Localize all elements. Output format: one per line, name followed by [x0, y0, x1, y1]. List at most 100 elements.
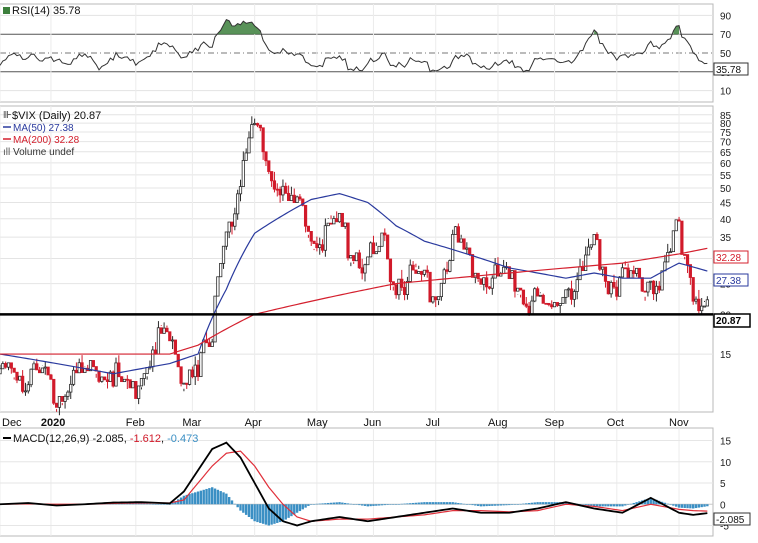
macd-histogram-bar	[604, 504, 607, 507]
macd-histogram-bar	[516, 504, 519, 505]
ma50-last-value: 27.38	[716, 276, 741, 287]
macd-histogram-bar	[318, 503, 321, 505]
candle-body	[564, 289, 568, 298]
candle-body	[253, 123, 257, 125]
candle-body	[9, 362, 13, 369]
candle-body	[38, 369, 42, 374]
macd-histogram-bar	[315, 503, 319, 505]
price-tick-label: 65	[720, 148, 732, 159]
candle-body	[6, 362, 11, 368]
rsi-layer	[0, 19, 708, 73]
macd-histogram-bar	[324, 503, 327, 505]
candle-body	[425, 269, 429, 273]
candle-body	[97, 370, 101, 382]
candle-body	[606, 280, 610, 295]
candle-body	[29, 368, 33, 386]
candle-body	[535, 288, 540, 297]
candle-body	[137, 385, 141, 399]
macd-histogram-bar	[196, 491, 200, 505]
price-title: $VIX (Daily) 20.87	[12, 110, 101, 122]
macd-legend: MACD(12,26,9) -2.085, -1.612, -0.473	[3, 433, 198, 445]
candle-body	[527, 305, 531, 315]
candle-body	[694, 298, 698, 302]
macd-histogram-bar	[310, 504, 313, 505]
macd-histogram-bar	[417, 502, 420, 505]
candle-body	[490, 277, 494, 289]
price-tick-label: 15	[720, 350, 732, 361]
macd-histogram-bar	[434, 502, 437, 505]
macd-histogram-bar	[595, 504, 599, 507]
candle-body	[561, 296, 565, 304]
candle-body	[329, 222, 333, 225]
candle-body	[470, 254, 475, 278]
candle-body	[227, 221, 231, 233]
macd-histogram-bar	[140, 503, 143, 505]
candle-body	[233, 213, 237, 227]
ma50-label: MA(50) 27.38	[13, 123, 74, 134]
macd-histogram-bar	[584, 504, 587, 506]
candle-body	[609, 282, 613, 295]
candle-body	[326, 222, 330, 227]
macd-line	[0, 441, 708, 527]
candle-body	[108, 371, 112, 382]
candle-body	[289, 194, 294, 202]
macd-histogram-bar	[454, 502, 457, 505]
price-tick-label: 40	[720, 215, 732, 226]
macd-hist-value: -0.473	[167, 433, 198, 445]
candle-body	[680, 220, 684, 255]
macd-histogram-bar	[145, 503, 149, 505]
macd-histogram-bar	[646, 498, 650, 505]
macd-tick-label: 15	[720, 437, 732, 448]
candle-body	[162, 327, 166, 334]
macd-histogram-bar	[652, 498, 655, 505]
candle-body	[383, 232, 387, 236]
candle-body	[660, 270, 664, 291]
macd-histogram-bar	[457, 502, 460, 505]
candle-body	[374, 251, 378, 255]
macd-histogram-bar	[194, 492, 197, 505]
macd-histogram-bar	[431, 502, 435, 505]
candle-body	[555, 302, 559, 306]
candle-body	[250, 124, 254, 139]
candle-body	[417, 271, 421, 274]
candle-body	[530, 300, 534, 315]
candle-body	[513, 270, 517, 292]
macd-histogram-bar	[471, 504, 474, 506]
candle-body	[168, 331, 172, 342]
macd-histogram-bar	[369, 504, 372, 507]
candle-body	[391, 281, 395, 286]
candle-body	[369, 242, 373, 258]
price-layer	[0, 116, 713, 416]
candle-body	[179, 366, 183, 384]
candle-body	[210, 341, 214, 347]
candle-body	[479, 278, 483, 285]
macd-histogram-bar	[666, 503, 669, 505]
macd-histogram-bar	[383, 504, 386, 506]
macd-histogram-bar	[598, 504, 602, 507]
macd-histogram-bar	[675, 504, 678, 507]
candle-body	[182, 382, 186, 385]
candle-body	[278, 188, 282, 196]
macd-histogram-bar	[270, 504, 273, 525]
candle-body	[685, 254, 690, 265]
ma200-value-box-bg	[713, 250, 749, 264]
candle-body	[63, 395, 67, 402]
candle-body	[668, 251, 673, 254]
macd-histogram-bar	[672, 504, 675, 506]
macd-histogram-bar	[601, 504, 604, 507]
candle-body	[386, 234, 390, 260]
candle-body	[312, 240, 316, 244]
candle-body	[69, 383, 73, 393]
macd-panel-frame	[0, 427, 714, 537]
macd-tick-label: 10	[720, 458, 732, 469]
candle-body	[632, 270, 636, 274]
macd-tick-label: -5	[720, 522, 729, 533]
candle-body	[538, 294, 543, 297]
candle-body	[612, 282, 616, 288]
candle-body	[258, 124, 262, 129]
macd-tick-label: 0	[720, 500, 726, 511]
macd-histogram-bar	[253, 504, 256, 522]
candle-body	[657, 285, 661, 291]
candle-body	[54, 402, 59, 408]
